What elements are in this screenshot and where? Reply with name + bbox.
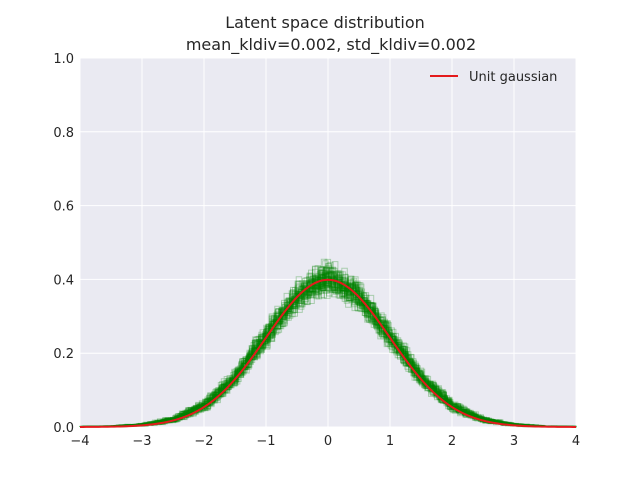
x-tick-label: 0 (324, 434, 332, 449)
line-layer (79, 278, 577, 428)
chart-subtitle: mean_kldiv=0.002, std_kldiv=0.002 (186, 35, 476, 55)
histogram-outline (79, 274, 576, 428)
x-tick-label: −1 (256, 434, 275, 449)
y-tick-label: 0.4 (53, 273, 74, 288)
histogram-outline (79, 277, 576, 428)
legend: Unit gaussian (430, 70, 557, 85)
histogram-outline (80, 272, 577, 428)
x-tick-label: −2 (194, 434, 213, 449)
x-tick-label: −3 (132, 434, 151, 449)
grid (79, 57, 577, 428)
tick-labels: −4 −3 −2 −1 0 1 2 3 4 0.0 0.2 0.4 0.6 0.8 1.0 (53, 52, 580, 449)
histogram-outline (80, 266, 576, 428)
x-tick-label: 2 (448, 434, 456, 449)
histogram-outline (81, 265, 577, 428)
x-tick-label: 3 (510, 434, 518, 449)
histogram-outline (79, 274, 576, 428)
histogram-outline (79, 263, 576, 428)
histogram-outline (79, 272, 576, 428)
histogram-outline (80, 271, 577, 428)
histogram-outline (80, 272, 577, 428)
y-tick-label: 0.2 (53, 347, 74, 362)
chart-title: Latent space distribution (225, 13, 425, 32)
y-tick-label: 1.0 (53, 52, 74, 67)
histogram-outline (81, 273, 577, 428)
histogram-outline (79, 269, 576, 428)
histogram-outline (81, 275, 577, 428)
legend-entry-unit-gaussian: Unit gaussian (469, 70, 557, 85)
histogram-outline (79, 271, 576, 428)
y-tick-label: 0.8 (53, 126, 74, 141)
histogram-outline (80, 266, 577, 428)
unit-gaussian-line (79, 278, 577, 428)
x-tick-label: −4 (70, 434, 89, 449)
histogram-outline (81, 274, 577, 428)
y-tick-label: 0.0 (53, 421, 74, 436)
histogram-outline (79, 261, 576, 428)
histogram-outline (79, 274, 576, 428)
histogram-outline (79, 267, 577, 428)
x-tick-label: 4 (572, 434, 580, 449)
x-tick-label: 1 (386, 434, 394, 449)
y-tick-label: 0.6 (53, 200, 74, 215)
histogram-outline (79, 270, 577, 428)
